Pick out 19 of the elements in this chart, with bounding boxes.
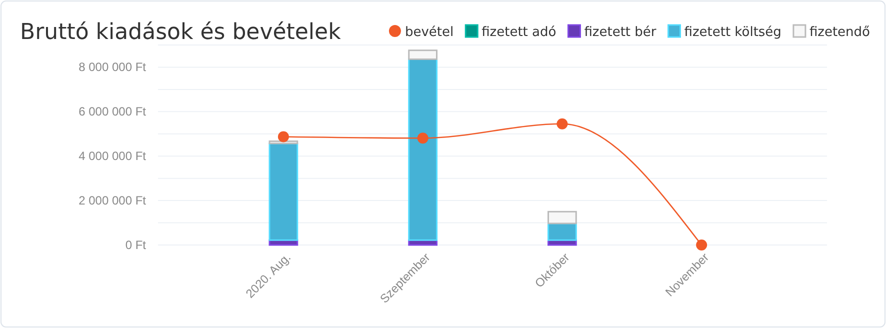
point	[696, 240, 708, 250]
bar	[268, 142, 298, 241]
y-tick-label: 6 000 000 Ft	[78, 104, 147, 119]
point	[556, 118, 568, 130]
point	[278, 131, 289, 142]
chart-title: Bruttó kiadások és bevételek	[20, 20, 342, 45]
legend-label: fizetett bér	[584, 25, 657, 40]
legend-label: fizetett adó	[482, 25, 556, 40]
y-tick-label: 4 000 000 Ft	[78, 148, 147, 163]
y-tick-label: 8 000 000 Ft	[78, 60, 147, 74]
legend-label: fizetett költség	[684, 25, 782, 40]
legend-label: bevétel	[404, 25, 454, 40]
y-tick-label: 2 000 000 Ft	[78, 193, 147, 208]
bar	[548, 222, 577, 241]
bar	[408, 58, 438, 241]
y-tick-label: 0 Ft	[125, 238, 147, 252]
bar	[408, 50, 438, 60]
legend-label: fizetendő	[809, 25, 870, 40]
point	[417, 132, 428, 144]
